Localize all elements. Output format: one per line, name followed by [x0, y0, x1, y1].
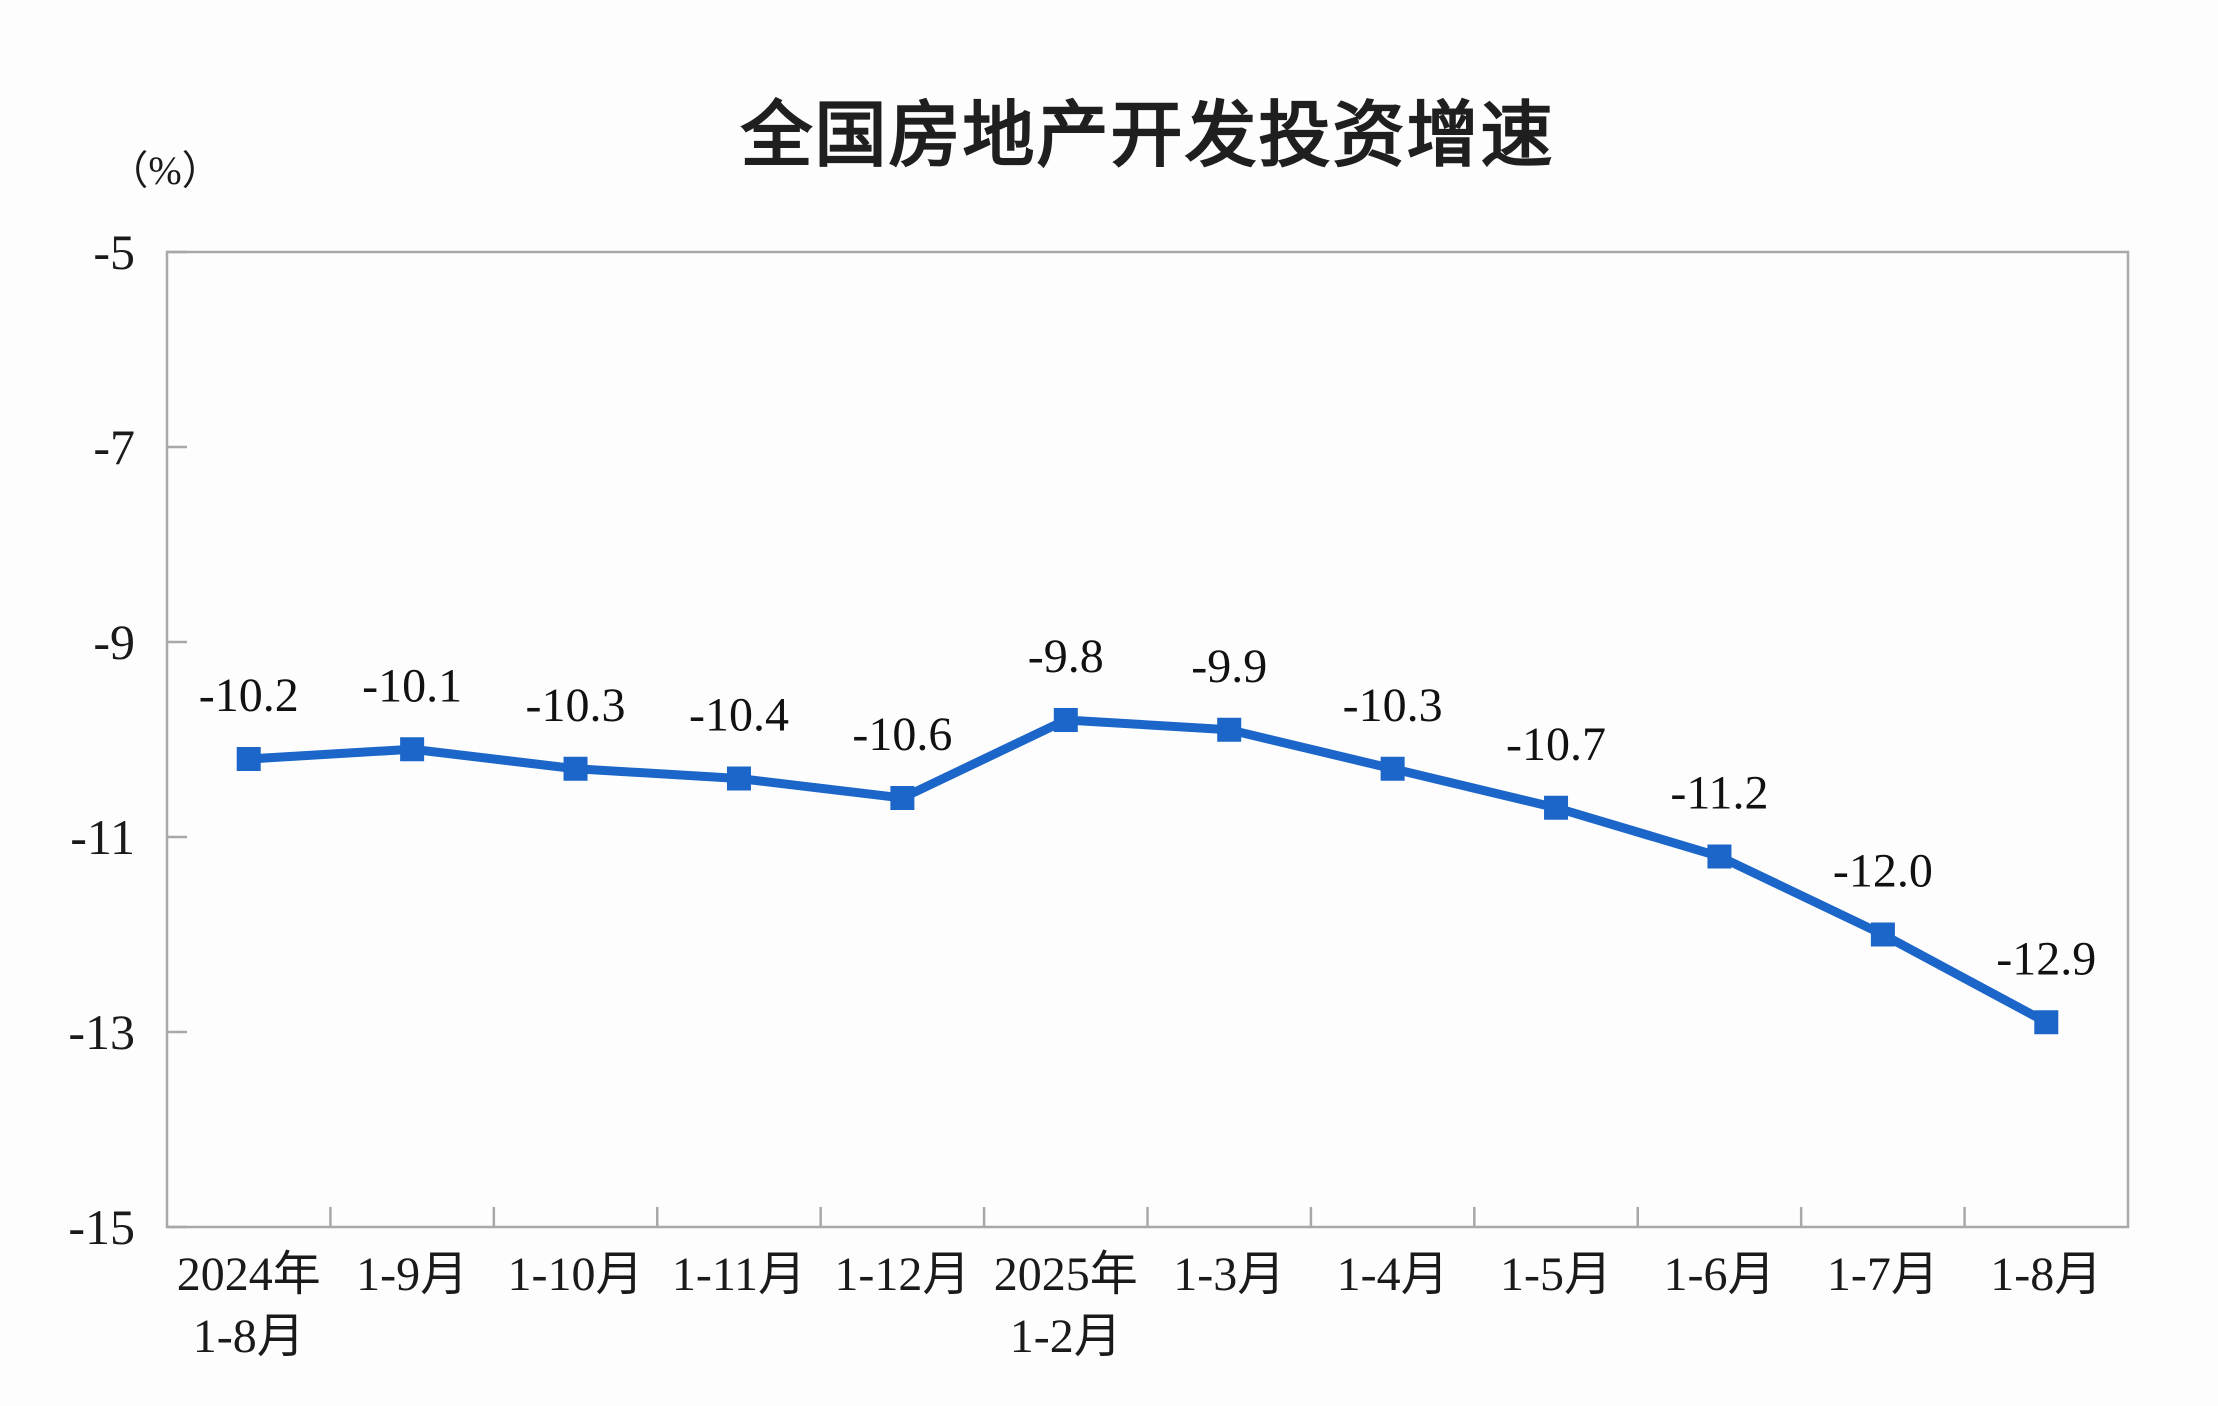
y-axis-tick-label: -7	[93, 419, 135, 475]
data-point-label: -12.9	[1996, 932, 2096, 985]
y-axis-tick-label: -9	[93, 614, 135, 670]
data-point-marker	[236, 747, 261, 771]
y-axis-tick-label: -11	[70, 809, 135, 865]
data-point-marker	[1217, 717, 1242, 742]
x-axis-category-label: 1-10月	[508, 1248, 644, 1301]
data-point-label: -9.9	[1191, 640, 1267, 693]
data-point-label: -10.7	[1506, 718, 1606, 771]
data-point-label: -10.3	[526, 679, 626, 732]
data-point-label: -10.2	[199, 669, 299, 722]
x-axis-category-label: 1-8月	[193, 1310, 305, 1363]
y-axis-tick-label: -5	[93, 224, 135, 280]
data-point-marker	[400, 737, 425, 762]
x-axis-category-label: 1-2月	[1010, 1310, 1122, 1363]
x-axis-category-label: 1-5月	[1500, 1248, 1612, 1301]
data-point-label: -10.4	[689, 689, 789, 742]
x-axis-category-label: 2025年	[994, 1248, 1138, 1301]
chart-title: 全国房地产开发投资增速	[740, 96, 1555, 176]
data-point-marker	[1380, 756, 1405, 781]
x-axis-category-label: 1-11月	[672, 1248, 806, 1301]
x-axis-category-label: 1-12月	[834, 1248, 970, 1301]
y-axis-unit-label: （%）	[108, 148, 222, 193]
data-point-marker	[2034, 1010, 2059, 1035]
data-point-marker	[1870, 922, 1895, 947]
data-point-marker	[890, 786, 915, 810]
y-axis-tick-label: -15	[68, 1199, 135, 1255]
data-point-label: -10.3	[1343, 679, 1443, 732]
data-point-label: -9.8	[1028, 630, 1104, 683]
data-point-marker	[563, 756, 588, 781]
x-axis-category-label: 1-4月	[1337, 1248, 1449, 1301]
data-point-marker	[1707, 844, 1732, 869]
data-point-label: -10.6	[852, 708, 952, 761]
data-point-marker	[1544, 795, 1569, 820]
x-axis-category-label: 1-3月	[1173, 1248, 1285, 1301]
series-line	[244, 715, 2051, 1027]
data-point-label: -10.1	[362, 659, 462, 712]
y-axis-tick-label: -13	[68, 1004, 135, 1060]
x-axis-category-label: 1-7月	[1827, 1248, 1939, 1301]
data-point-marker	[726, 766, 751, 791]
data-point-label: -12.0	[1833, 845, 1933, 898]
plot-area-border	[165, 250, 2130, 1229]
x-axis-category-label: 1-8月	[1990, 1248, 2102, 1301]
data-point-label: -11.2	[1670, 767, 1768, 820]
x-axis-category-label: 1-6月	[1663, 1248, 1775, 1301]
x-axis-category-label: 1-9月	[356, 1248, 468, 1301]
x-axis-category-label: 2024年	[177, 1248, 321, 1301]
data-point-marker	[1053, 708, 1078, 732]
